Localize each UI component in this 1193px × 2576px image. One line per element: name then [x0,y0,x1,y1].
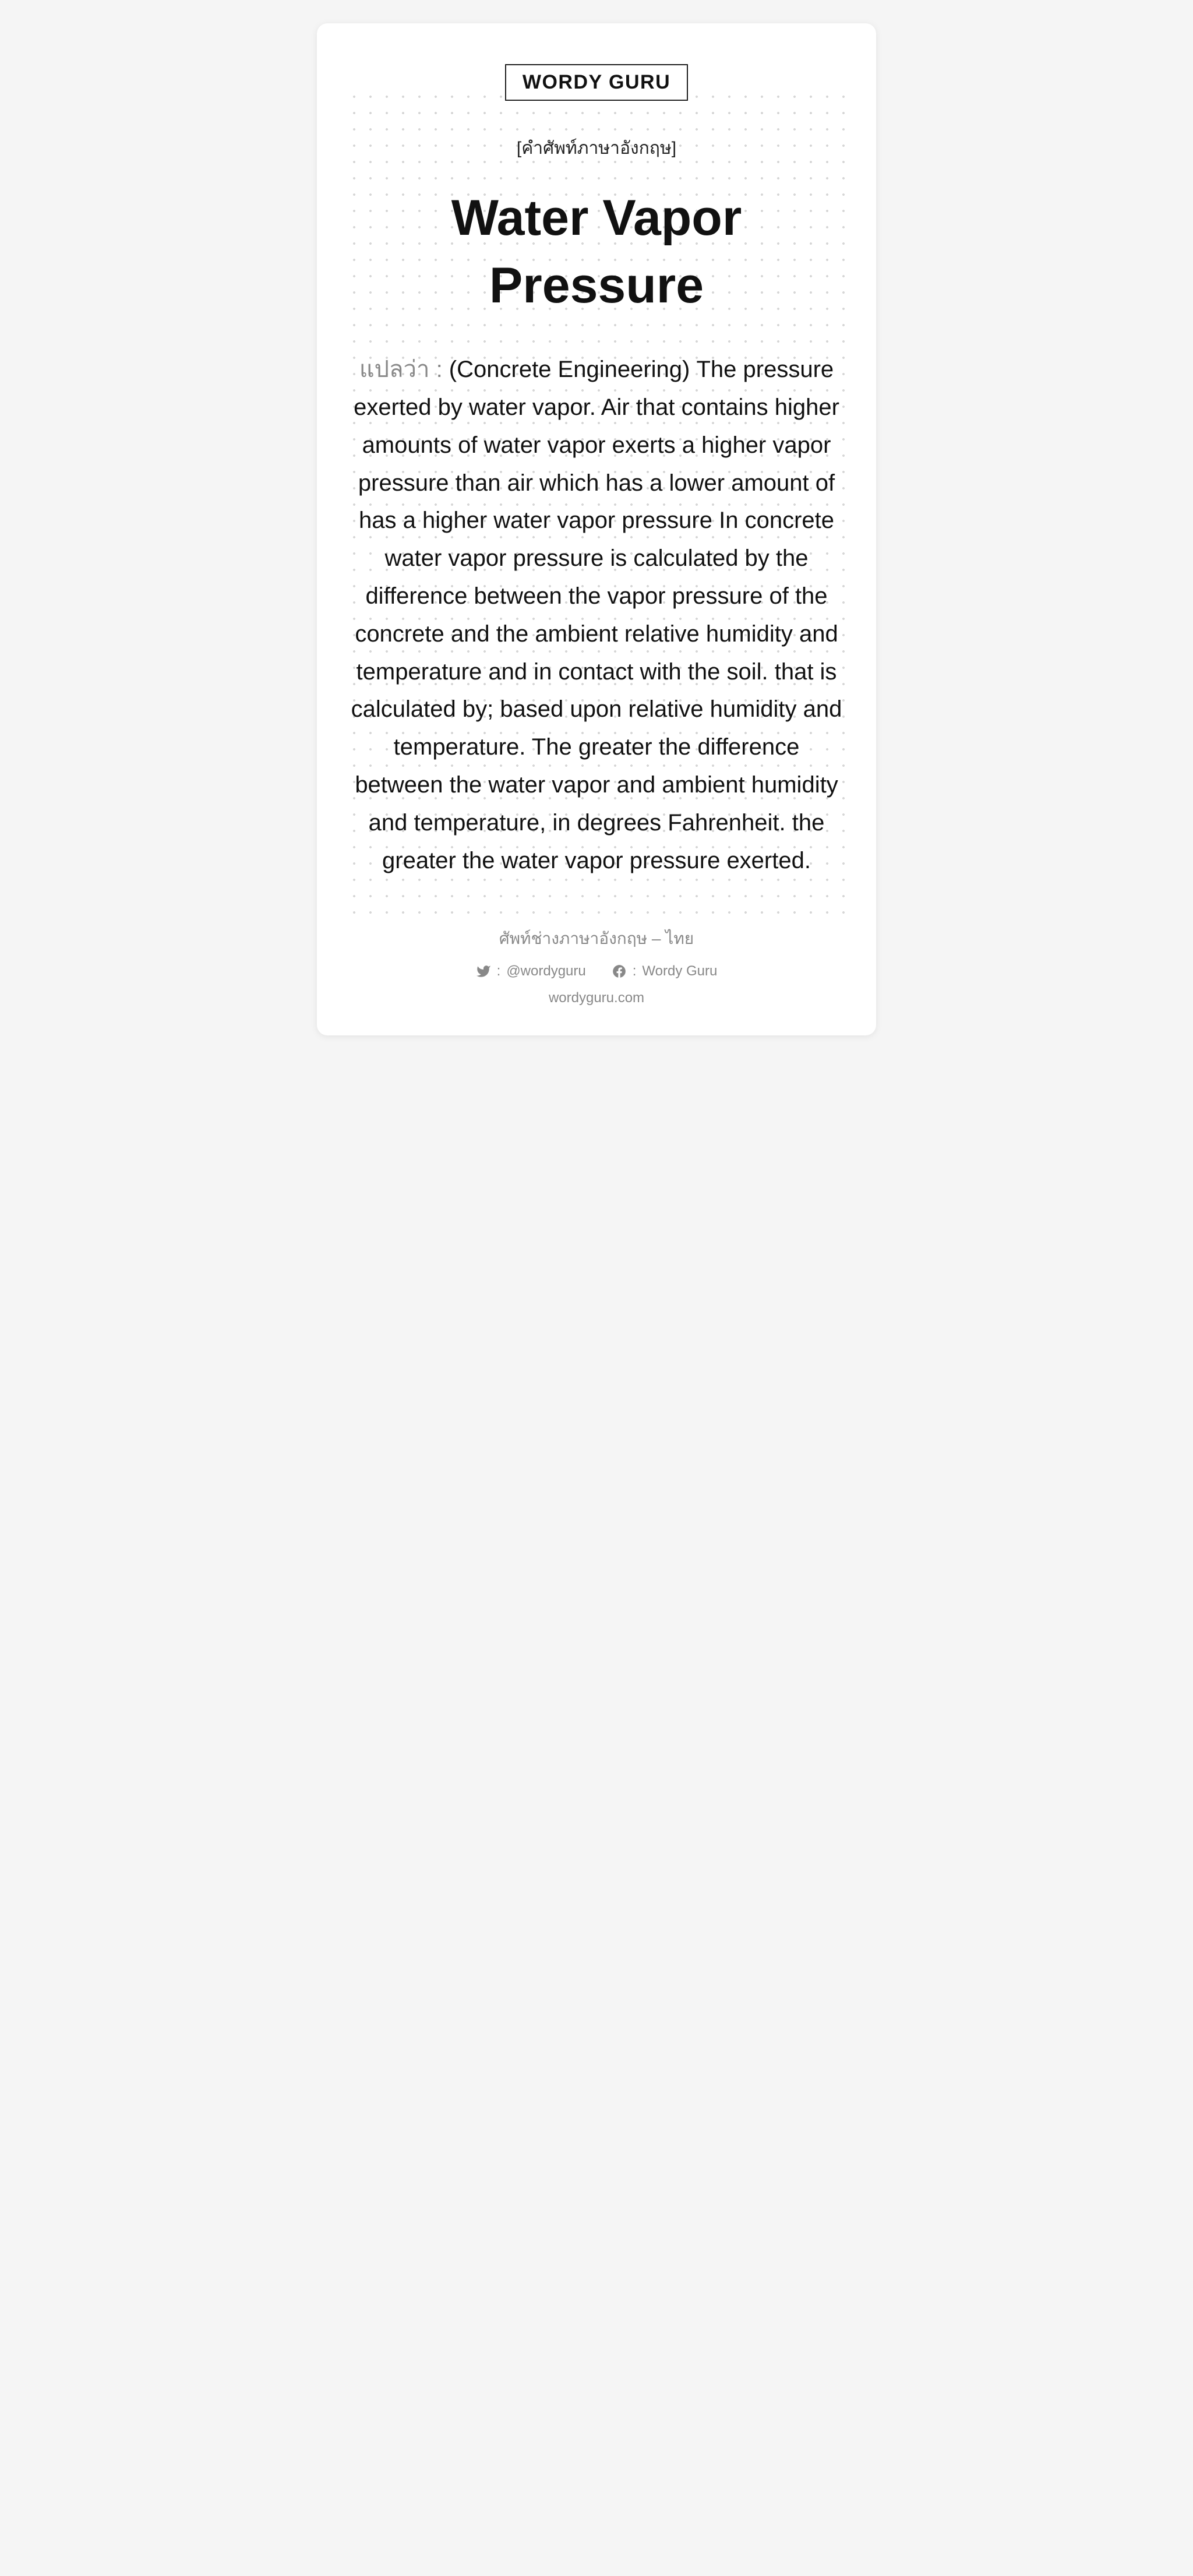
facebook-link[interactable]: : Wordy Guru [612,963,718,979]
category-label: [คำศัพท์ภาษาอังกฤษ] [346,135,847,162]
definition-label: แปลว่า : [359,357,449,382]
brand-logo: WORDY GURU [505,64,688,101]
social-row: : @wordyguru : Wordy Guru [346,963,847,979]
facebook-handle: Wordy Guru [642,963,717,979]
definition-card: WORDY GURU [คำศัพท์ภาษาอังกฤษ] Water Vap… [317,23,876,1035]
term-heading: Water Vapor Pressure [346,184,847,319]
twitter-handle-prefix: : [497,963,501,979]
facebook-handle-prefix: : [633,963,637,979]
logo-container: WORDY GURU [346,64,847,101]
twitter-icon [476,964,491,979]
site-url[interactable]: wordyguru.com [346,990,847,1006]
definition-text: (Concrete Engineering) The pressure exer… [351,357,842,873]
twitter-link[interactable]: : @wordyguru [476,963,586,979]
twitter-handle: @wordyguru [506,963,585,979]
card-footer: ศัพท์ช่างภาษาอังกฤษ – ไทย : @wordyguru :… [346,926,847,1006]
facebook-icon [612,964,627,979]
card-content: WORDY GURU [คำศัพท์ภาษาอังกฤษ] Water Vap… [346,64,847,1006]
footer-title: ศัพท์ช่างภาษาอังกฤษ – ไทย [346,926,847,952]
definition-paragraph: แปลว่า : (Concrete Engineering) The pres… [346,351,847,879]
